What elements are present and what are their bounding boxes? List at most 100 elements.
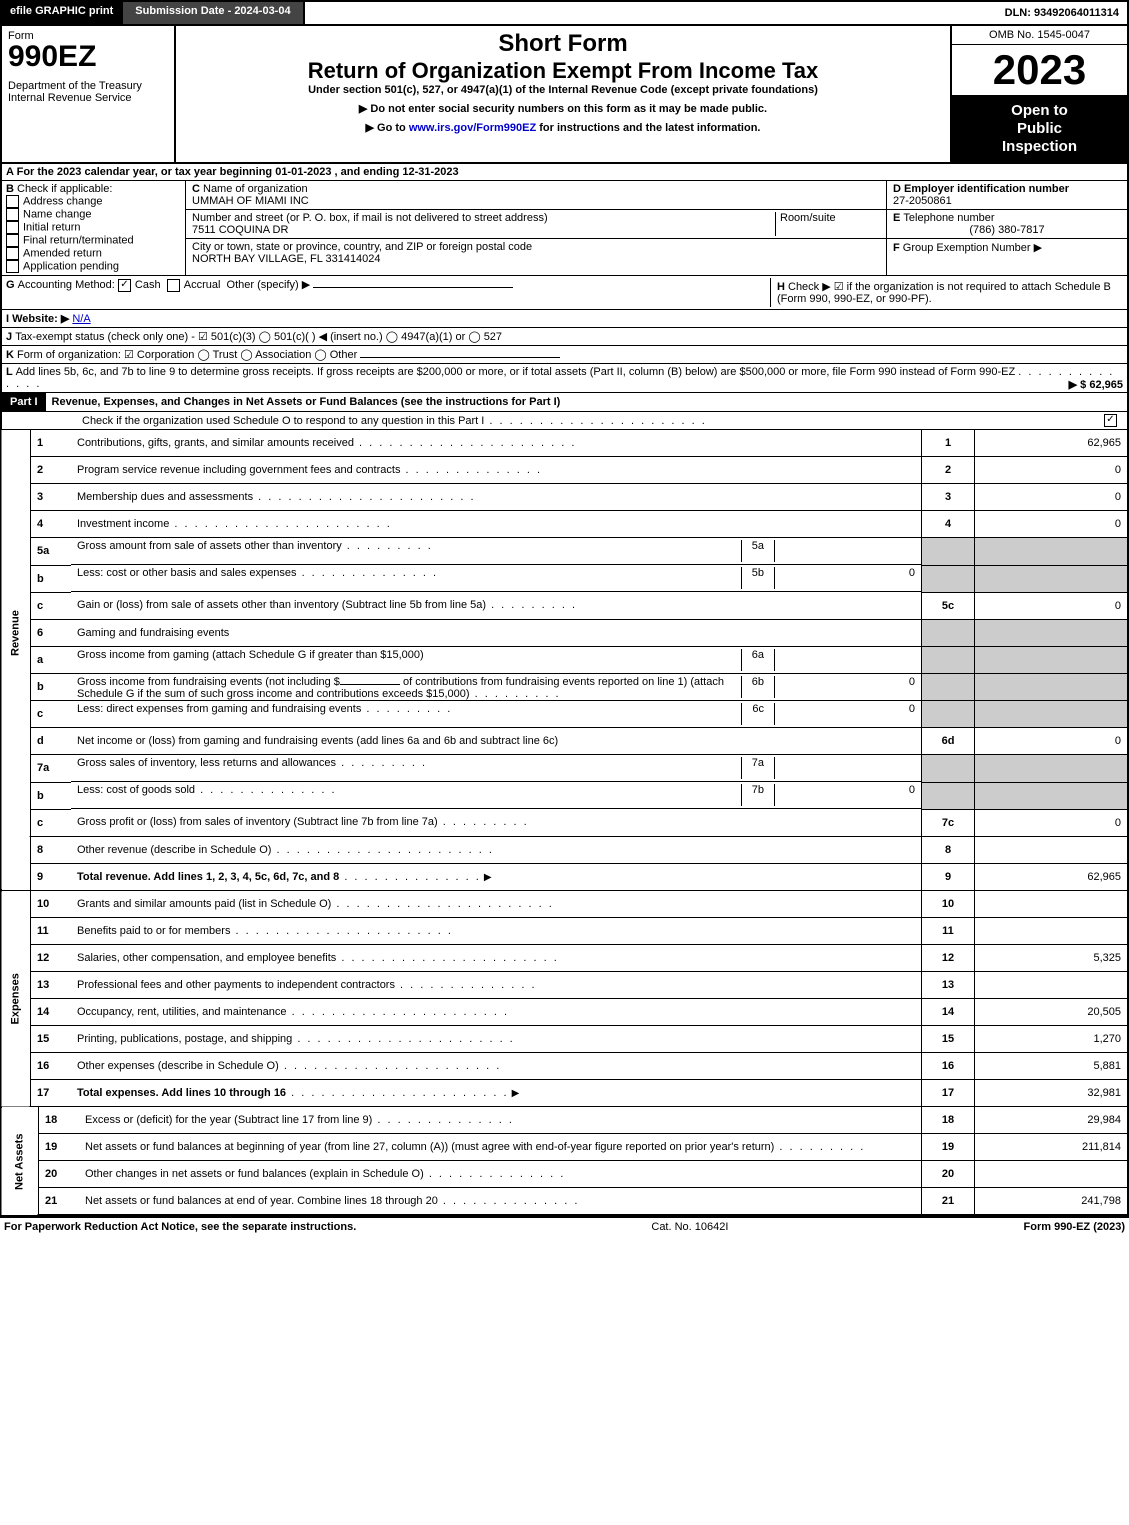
row-G-H: G Accounting Method: Cash Accrual Other … [0, 276, 1129, 310]
l1-d: Contributions, gifts, grants, and simila… [77, 437, 354, 449]
column-B: B Check if applicable: Address change Na… [2, 181, 186, 275]
l14-v: 20,505 [975, 998, 1129, 1025]
website-value: N/A [72, 313, 90, 325]
opt-initial: Initial return [23, 221, 80, 233]
net-assets-label: Net Assets [1, 1107, 39, 1215]
dept-treasury: Department of the Treasury Internal Reve… [8, 80, 168, 104]
l4-v: 0 [975, 511, 1129, 538]
open-3: Inspection [956, 138, 1123, 156]
l6d-v: 0 [975, 728, 1129, 755]
row-J: J Tax-exempt status (check only one) - ☑… [0, 328, 1129, 346]
l6b-amount-field[interactable] [340, 684, 400, 685]
K-other-field[interactable] [360, 357, 560, 358]
l14-d: Occupancy, rent, utilities, and maintena… [77, 1006, 287, 1018]
l5c-d: Gain or (loss) from sale of assets other… [77, 599, 486, 611]
l5a-d: Gross amount from sale of assets other t… [77, 540, 342, 552]
column-C: C Name of organization UMMAH OF MIAMI IN… [186, 181, 886, 275]
l21-v: 241,798 [975, 1187, 1129, 1215]
part-I-check: Check if the organization used Schedule … [0, 412, 1129, 430]
L-value: ▶ $ 62,965 [1069, 378, 1123, 391]
l4-d: Investment income [77, 518, 169, 530]
D-label: Employer identification number [904, 183, 1069, 195]
ein: 27-2050861 [893, 195, 952, 207]
l8-d: Other revenue (describe in Schedule O) [77, 844, 271, 856]
l6c-iv: 0 [774, 703, 915, 725]
header-center: Short Form Return of Organization Exempt… [176, 26, 950, 162]
G-other: Other (specify) ▶ [227, 279, 311, 291]
row-I: I Website: ▶ N/A [0, 310, 1129, 328]
row-A-text: For the 2023 calendar year, or tax year … [17, 166, 459, 178]
opt-pending: Application pending [23, 260, 119, 272]
l16-d: Other expenses (describe in Schedule O) [77, 1060, 279, 1072]
part-I-check-text: Check if the organization used Schedule … [2, 413, 1098, 429]
l21-d: Net assets or fund balances at end of ye… [85, 1195, 438, 1207]
chk-address-change[interactable] [6, 195, 19, 208]
l12-d: Salaries, other compensation, and employ… [77, 952, 336, 964]
chk-amended[interactable] [6, 247, 19, 260]
G-content: G Accounting Method: Cash Accrual Other … [6, 278, 513, 307]
expenses-table: Expenses 10Grants and similar amounts pa… [0, 891, 1129, 1107]
l6d-d: Net income or (loss) from gaming and fun… [77, 735, 558, 747]
row-L: L Add lines 5b, 6c, and 7b to line 9 to … [0, 364, 1129, 393]
K-text: Form of organization: ☑ Corporation ◯ Tr… [17, 349, 357, 361]
chk-initial-return[interactable] [6, 221, 19, 234]
l5b-d: Less: cost or other basis and sales expe… [77, 567, 297, 579]
l7a-d: Gross sales of inventory, less returns a… [77, 757, 336, 769]
l20-d: Other changes in net assets or fund bala… [85, 1168, 424, 1180]
H-text: Check ▶ ☑ if the organization is not req… [777, 281, 1111, 305]
header-left: Form 990EZ Department of the Treasury In… [2, 26, 176, 162]
column-DEF: D Employer identification number 27-2050… [886, 181, 1127, 275]
chk-application-pending[interactable] [6, 260, 19, 273]
l6a-d: Gross income from gaming (attach Schedul… [77, 649, 741, 671]
other-specify-field[interactable] [313, 287, 513, 288]
G-cash: Cash [135, 279, 161, 291]
footer-left: For Paperwork Reduction Act Notice, see … [4, 1221, 356, 1233]
F-label: Group Exemption Number ▶ [903, 242, 1042, 254]
part-I-title: Revenue, Expenses, and Changes in Net As… [46, 394, 1127, 410]
row-A: A For the 2023 calendar year, or tax yea… [0, 164, 1129, 181]
room-label: Room/suite [780, 212, 836, 224]
net-assets-table: Net Assets 18Excess or (deficit) for the… [0, 1107, 1129, 1216]
l7c-d: Gross profit or (loss) from sales of inv… [77, 816, 438, 828]
l2-d: Program service revenue including govern… [77, 464, 400, 476]
telephone: (786) 380-7817 [893, 224, 1121, 236]
goto-suffix: for instructions and the latest informat… [539, 122, 760, 134]
l9-v: 62,965 [975, 863, 1129, 890]
opt-amended: Amended return [23, 247, 102, 259]
chk-final-return[interactable] [6, 234, 19, 247]
l5b-iv: 0 [774, 567, 915, 589]
l3-d: Membership dues and assessments [77, 491, 253, 503]
open-1: Open to [956, 102, 1123, 120]
top-bar-left: efile GRAPHIC print Submission Date - 20… [2, 2, 305, 24]
l7b-iv: 0 [774, 784, 915, 806]
l15-v: 1,270 [975, 1025, 1129, 1052]
l10-d: Grants and similar amounts paid (list in… [77, 898, 331, 910]
chk-name-change[interactable] [6, 208, 19, 221]
l13-d: Professional fees and other payments to … [77, 979, 395, 991]
I-label: Website: ▶ [12, 313, 69, 325]
org-city: NORTH BAY VILLAGE, FL 331414024 [192, 253, 381, 265]
chk-accrual[interactable] [167, 279, 180, 292]
revenue-table: Revenue 1Contributions, gifts, grants, a… [0, 430, 1129, 891]
open-2: Public [956, 120, 1123, 138]
C-name-label: Name of organization [203, 183, 308, 195]
l17-v: 32,981 [975, 1079, 1129, 1106]
l6c-d: Less: direct expenses from gaming and fu… [77, 703, 361, 715]
l6-d: Gaming and fundraising events [71, 619, 922, 646]
opt-address: Address change [23, 195, 103, 207]
l2-v: 0 [975, 457, 1129, 484]
l7c-v: 0 [975, 809, 1129, 836]
form-header: Form 990EZ Department of the Treasury In… [0, 26, 1129, 164]
chk-cash[interactable] [118, 279, 131, 292]
G-accrual: Accrual [184, 279, 221, 291]
l19-d: Net assets or fund balances at beginning… [85, 1141, 774, 1153]
footer: For Paperwork Reduction Act Notice, see … [0, 1216, 1129, 1236]
l5c-v: 0 [975, 592, 1129, 619]
chk-schedule-o[interactable] [1104, 414, 1117, 427]
header-right: OMB No. 1545-0047 2023 Open to Public In… [950, 26, 1127, 162]
C-street-label: Number and street (or P. O. box, if mail… [192, 212, 548, 224]
efile-print-button[interactable]: efile GRAPHIC print [2, 2, 123, 24]
J-text: Tax-exempt status (check only one) - ☑ 5… [15, 331, 502, 343]
irs-link[interactable]: www.irs.gov/Form990EZ [409, 122, 536, 134]
under-section: Under section 501(c), 527, or 4947(a)(1)… [182, 84, 944, 96]
